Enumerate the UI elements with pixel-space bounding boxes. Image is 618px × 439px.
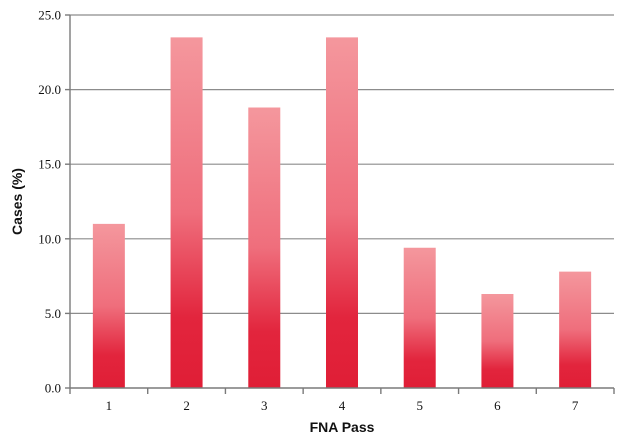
bar-5 bbox=[403, 247, 436, 388]
x-tick-label: 2 bbox=[183, 398, 190, 413]
x-tick-label: 7 bbox=[572, 398, 579, 413]
x-tick-label: 6 bbox=[494, 398, 501, 413]
y-tick-label: 25.0 bbox=[38, 8, 61, 23]
bar-2 bbox=[170, 37, 203, 388]
bars bbox=[92, 37, 592, 388]
bar-7 bbox=[559, 271, 592, 388]
y-axis-title: Cases (%) bbox=[9, 168, 25, 235]
x-tick-label: 5 bbox=[416, 398, 423, 413]
y-tick-label: 10.0 bbox=[38, 231, 61, 246]
y-tick-label: 0.0 bbox=[45, 381, 61, 396]
bar-4 bbox=[326, 37, 358, 388]
axes bbox=[65, 14, 615, 394]
x-tick-labels: 1 2 3 4 5 6 7 bbox=[106, 398, 579, 413]
x-axis-title: FNA Pass bbox=[310, 419, 375, 435]
y-tick-label: 5.0 bbox=[45, 306, 61, 321]
x-tick-label: 4 bbox=[339, 398, 346, 413]
x-tick-label: 3 bbox=[261, 398, 268, 413]
bar-6 bbox=[481, 294, 514, 388]
bar-1 bbox=[92, 223, 125, 388]
y-tick-label: 20.0 bbox=[38, 82, 61, 97]
y-tick-labels: 0.0 5.0 10.0 15.0 20.0 25.0 bbox=[38, 8, 61, 396]
bar-3 bbox=[248, 107, 281, 388]
x-tick-label: 1 bbox=[106, 398, 113, 413]
y-tick-label: 15.0 bbox=[38, 157, 61, 172]
